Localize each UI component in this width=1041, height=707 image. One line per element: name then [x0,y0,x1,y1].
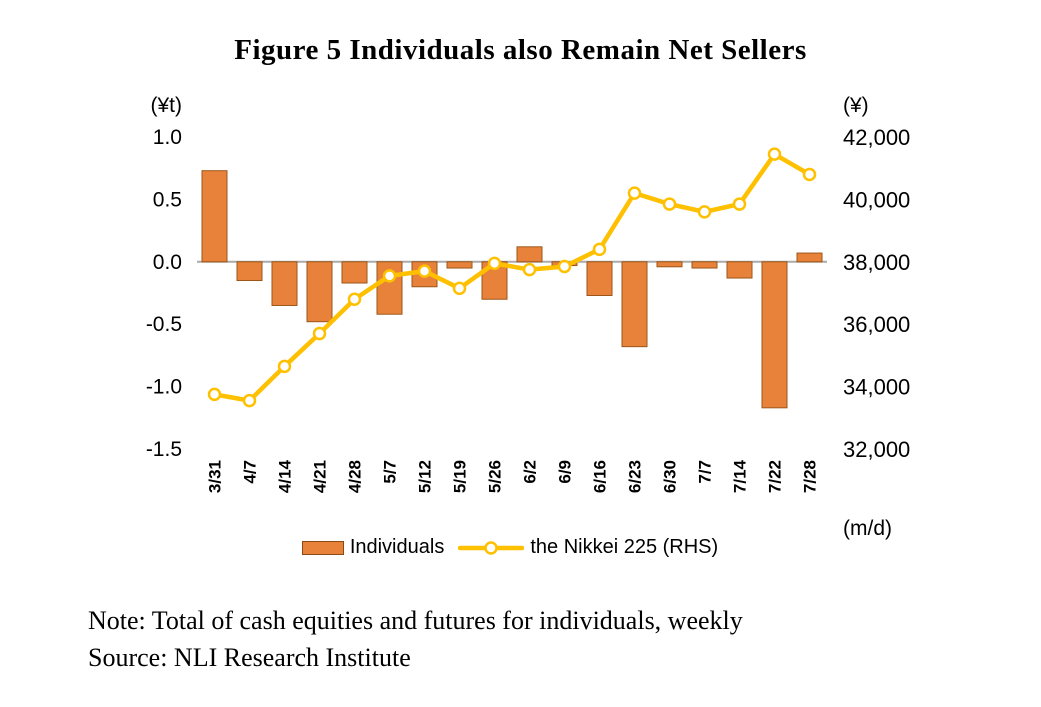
x-axis-tick: 5/7 [381,460,400,484]
x-axis-tick: 7/28 [801,460,820,493]
legend-label-individuals: Individuals [349,536,445,558]
line-marker [347,292,362,306]
line-marker [312,326,327,341]
line-marker [802,167,817,182]
x-axis-tick: 5/19 [451,460,470,493]
x-axis-tick: 7/14 [731,459,750,493]
right-axis-tick: 40,000 [843,187,910,212]
line-marker [732,197,747,211]
x-axis-tick: 7/22 [766,460,785,493]
line-marker [522,262,537,277]
x-axis-tick: 6/30 [661,460,680,493]
figure-title: Figure 5 Individuals also Remain Net Sel… [234,34,807,66]
x-axis-tick: 6/16 [591,460,610,493]
bar-individuals [656,261,683,268]
bar-individuals [306,261,333,323]
chart-legend: Individuals the Nikkei 225 (RHS) [150,536,870,559]
line-marker [242,393,257,408]
note-block: Note: Total of cash equities and futures… [88,602,743,676]
x-axis-tick: 5/12 [416,460,435,493]
bar-individuals [236,261,263,282]
left-axis-unit-label: (¥t) [151,94,183,117]
combo-chart: 1.0 0.5 0.0 -0.5 -1.0 -1.5 42,000 40,000 38,000 3… [146,94,910,540]
line-marker [487,256,502,271]
line-marker [277,359,292,374]
x-axis-tick: 4/21 [311,460,330,493]
right-axis-tick: 36,000 [843,312,910,337]
x-axis-tick: 4/7 [241,460,260,484]
line-marker [592,242,607,257]
bar-individuals [761,261,788,409]
line-marker [557,259,572,274]
bar-individuals [621,261,648,348]
line-marker [207,387,222,402]
legend-item-individuals: Individuals [301,536,445,559]
line-marker [662,197,677,211]
line-marker [697,205,712,219]
line-marker [417,264,432,278]
right-axis-unit-label: (¥) [843,94,869,117]
x-axis-tick: 5/26 [486,460,505,493]
chart-note: Note: Total of cash equities and futures… [88,606,743,635]
x-axis-tick: 6/2 [521,460,540,484]
left-axis-tick: 0.0 [153,251,182,274]
line-marker [627,186,642,200]
bar-individuals [796,252,823,263]
x-axis-tick: 6/23 [626,460,645,493]
right-axis-tick: 32,000 [843,437,910,462]
left-axis-tick: -0.5 [146,313,182,336]
bar-individuals [271,261,298,306]
x-axis-tick: 3/31 [206,460,225,493]
left-axis-tick: -1.5 [146,438,182,461]
x-axis-tick: 4/28 [346,460,365,493]
right-axis-tick: 38,000 [843,250,910,275]
chart-source: Source: NLI Research Institute [88,643,411,672]
line-swatch-icon [458,540,525,555]
bar-individuals [586,261,613,296]
bar-individuals [341,261,368,284]
bar-individuals [691,261,718,269]
right-axis-tick: 42,000 [843,125,910,150]
right-axis-tick: 34,000 [843,375,910,400]
bar-swatch-icon [301,540,344,555]
line-marker [767,147,782,161]
x-axis-unit-label: (m/d) [843,517,892,540]
nikkei-line [212,151,812,403]
left-axis-tick: 0.5 [153,188,182,211]
left-axis-tick: -1.0 [146,376,182,399]
left-axis-tick: 1.0 [153,126,182,149]
x-axis-tick: 4/14 [276,459,295,493]
bar-individuals [201,170,228,263]
bar-individuals [446,261,473,269]
bar-individuals [516,246,543,263]
x-axis-tick: 6/9 [556,460,575,484]
x-axis-tick: 7/7 [696,460,715,484]
legend-label-nikkei: the Nikkei 225 (RHS) [530,536,719,558]
legend-item-nikkei: the Nikkei 225 (RHS) [458,536,718,559]
line-marker [452,281,467,296]
bar-individuals [726,261,753,279]
line-marker [382,269,397,283]
legend-line-marker [484,540,499,555]
